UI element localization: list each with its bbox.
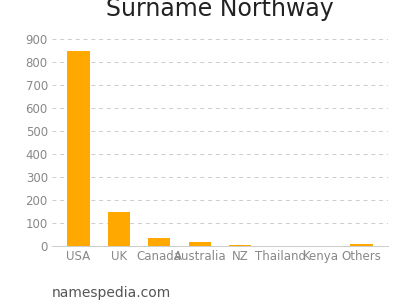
Bar [189,242,211,246]
Title: Surname Northway: Surname Northway [106,0,334,21]
Bar [350,244,373,246]
Bar [229,245,251,246]
Bar [67,51,90,246]
Bar [310,245,332,246]
Bar [108,212,130,246]
Bar [148,238,170,246]
Bar [270,245,292,246]
Text: namespedia.com: namespedia.com [52,286,171,300]
